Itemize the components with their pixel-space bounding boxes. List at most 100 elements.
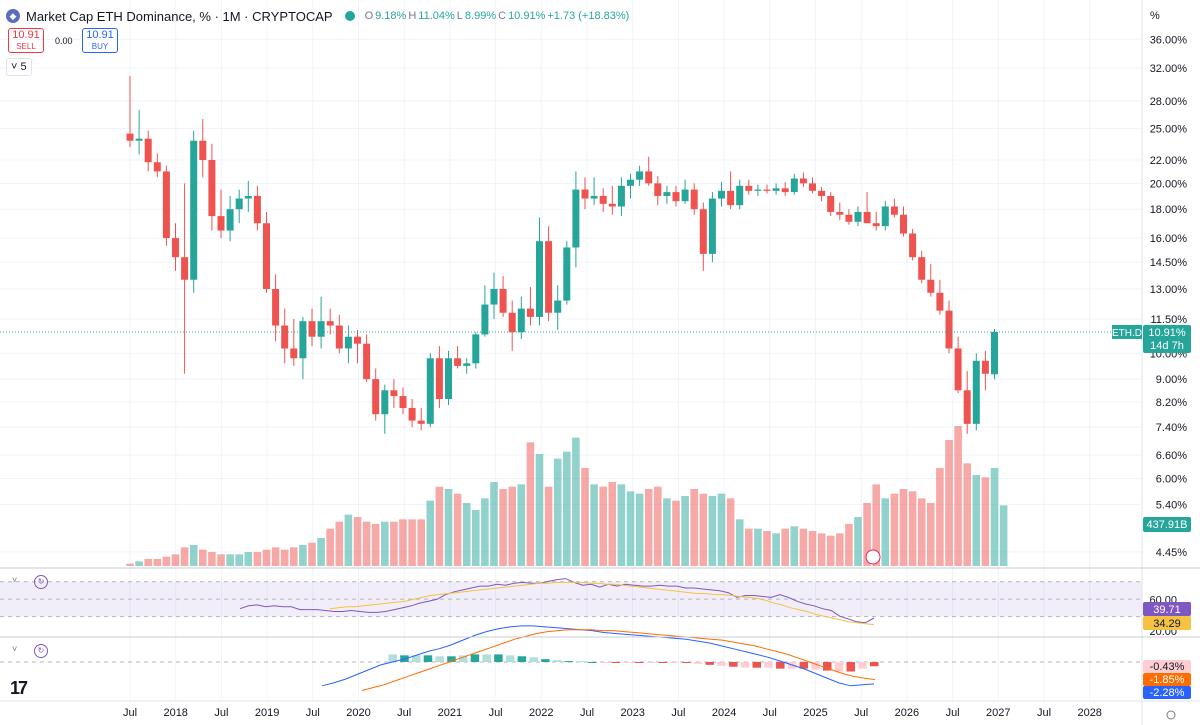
volume-bar — [881, 498, 890, 566]
change-value: +1.73 (+18.83%) — [547, 10, 630, 22]
time-tick-label: 2019 — [255, 707, 279, 719]
candle-body — [299, 321, 307, 359]
volume-bar — [954, 426, 962, 566]
volume-bar — [981, 477, 990, 566]
volume-bar — [153, 559, 162, 566]
candle-body — [663, 192, 671, 196]
candle-body — [162, 171, 170, 239]
rsi-pane — [0, 578, 1142, 626]
macd-histogram-bar — [611, 662, 621, 663]
macd-signal-label: -1.85% — [1150, 674, 1185, 686]
time-tick-label: Jul — [489, 707, 503, 719]
macd-settings-icon[interactable]: ↻ — [34, 644, 48, 658]
price-tick-label: 18.00% — [1150, 204, 1188, 216]
chart-title: Market Cap ETH Dominance, % · 1M · CRYPT… — [26, 8, 333, 24]
candle-body — [790, 178, 798, 193]
volume-bar — [754, 528, 762, 566]
candle-body — [699, 209, 707, 254]
volume-bar — [290, 547, 298, 566]
chart-settings-icon — [1166, 710, 1176, 720]
macd-histogram-bar — [846, 662, 856, 672]
sell-price: 10.91 — [12, 29, 40, 41]
candle-body — [499, 288, 507, 313]
volume-bar — [390, 521, 398, 566]
candle-body — [445, 358, 452, 399]
macd-histogram-bar — [776, 662, 785, 669]
price-tick-label: 22.00% — [1150, 155, 1188, 167]
candle-body — [936, 292, 944, 311]
volume-bar — [299, 545, 307, 566]
symbol-badge — [1112, 324, 1142, 339]
candle-body — [818, 190, 826, 196]
macd-histogram-bar — [635, 662, 644, 663]
close-value: 10.91% — [508, 10, 546, 22]
volume-bar — [681, 496, 689, 566]
candle-body — [335, 325, 343, 349]
candlesticks — [0, 75, 1142, 434]
volume-bar — [499, 489, 507, 566]
volume-bar — [344, 514, 353, 566]
candle-body — [517, 308, 525, 333]
rsi-ma-line — [329, 581, 875, 626]
candle-body — [581, 189, 589, 199]
price-tick-label: 20.00% — [1150, 178, 1188, 190]
volume-bar — [663, 498, 671, 566]
candle-body — [863, 211, 871, 224]
close-label: C — [498, 10, 507, 22]
volume-bar — [226, 554, 234, 566]
rsi-line — [239, 578, 875, 624]
candle-body — [390, 390, 398, 397]
indicators-collapse-button[interactable]: ˅ 5 — [6, 58, 32, 76]
chart-header: ◆ Market Cap ETH Dominance, % · 1M · CRY… — [6, 6, 629, 26]
volume-bar — [781, 528, 789, 566]
rsi-value-label: 39.71 — [1153, 604, 1181, 616]
price-unit-label: % — [1150, 10, 1160, 22]
candle-body — [454, 358, 462, 366]
macd-value-label: -2.28% — [1150, 687, 1185, 699]
volume-bar — [581, 468, 589, 566]
volume-bar — [945, 440, 953, 566]
time-tick-label: 2027 — [986, 707, 1010, 719]
candle-body — [536, 241, 543, 317]
volume-bar — [553, 458, 562, 566]
candle-body — [718, 190, 725, 199]
sell-button[interactable]: 10.91 SELL — [8, 28, 44, 53]
volume-bar — [890, 493, 899, 566]
macd-collapse-icon[interactable]: ˅ — [12, 644, 18, 654]
candle-body — [144, 138, 152, 163]
price-tick-label: 16.00% — [1150, 233, 1188, 245]
candle-body — [235, 198, 243, 210]
macd-signal-badge — [1143, 673, 1191, 686]
price-tick-label: 5.40% — [1156, 499, 1187, 511]
volume-bar — [790, 526, 799, 566]
candle-body — [545, 241, 553, 313]
rsi-collapse-icon[interactable]: ˅ — [12, 575, 18, 585]
candle-body — [244, 195, 252, 199]
volume-bar — [353, 517, 362, 566]
volume-bar — [708, 496, 717, 566]
volume-bar — [244, 552, 253, 566]
volume-bar — [672, 500, 680, 566]
buy-button[interactable]: 10.91 BUY — [82, 28, 118, 53]
macd-histogram-bar — [729, 662, 738, 667]
volume-bar — [908, 491, 917, 566]
symbol-label: ETH.D — [1112, 328, 1142, 339]
rsi-settings-icon[interactable]: ↻ — [34, 575, 48, 589]
candle-body — [872, 223, 880, 227]
macd-histogram-bar — [670, 662, 679, 663]
candle-body — [681, 189, 689, 202]
time-tick-label: 2026 — [895, 707, 919, 719]
volume-bar — [690, 489, 698, 566]
candle-body — [654, 183, 662, 196]
spread-value: 0.00 — [55, 36, 73, 46]
candle-body — [363, 343, 371, 380]
rsi-value-badge — [1143, 602, 1191, 616]
macd-histogram-bar — [552, 660, 562, 662]
candle-body — [617, 185, 625, 207]
volume-bar — [517, 484, 526, 566]
candle-body — [563, 247, 571, 301]
macd-histogram-bar — [717, 662, 726, 666]
candle-body — [909, 233, 917, 258]
low-label: L — [456, 10, 463, 22]
